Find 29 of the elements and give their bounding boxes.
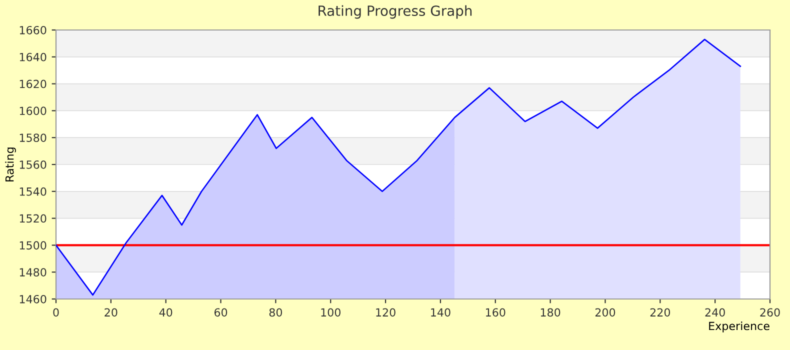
y-tick-label: 1460 — [20, 294, 46, 304]
y-tick-label: 1560 — [20, 160, 46, 169]
x-tick-label: 0 — [53, 308, 59, 317]
x-axis-title: Experience — [709, 322, 770, 332]
x-tick-label: 100 — [321, 308, 340, 317]
y-tick-label: 1500 — [20, 241, 46, 250]
y-tick-label: 1480 — [20, 268, 46, 276]
line-series — [56, 38, 742, 296]
x-tick-label: 140 — [431, 308, 450, 317]
x-tick-label: 80 — [269, 308, 282, 317]
y-tick-label: 1660 — [20, 26, 46, 34]
y-axis-title: Rating — [5, 148, 16, 182]
x-tick-label: 240 — [705, 308, 725, 317]
x-tick-label: 220 — [650, 308, 670, 317]
chart-title: Rating Progress Graph — [318, 5, 472, 19]
y-tick-label: 1580 — [20, 134, 46, 142]
x-tick-label: 120 — [376, 308, 396, 317]
y-tick-label: 1600 — [20, 106, 46, 116]
y-tick-label: 1620 — [20, 80, 46, 88]
x-tick-label: 20 — [104, 308, 118, 317]
y-tick-label: 1640 — [20, 52, 46, 62]
x-tick-label: 180 — [540, 308, 560, 317]
x-tick-label: 160 — [486, 308, 506, 317]
x-tick-label: 260 — [760, 308, 780, 317]
x-tick-label: 40 — [159, 308, 172, 317]
x-tick-label: 200 — [595, 308, 616, 317]
x-tick-label: 60 — [214, 308, 228, 317]
y-tick-label: 1540 — [20, 187, 46, 196]
y-tick-label: 1520 — [20, 214, 46, 223]
